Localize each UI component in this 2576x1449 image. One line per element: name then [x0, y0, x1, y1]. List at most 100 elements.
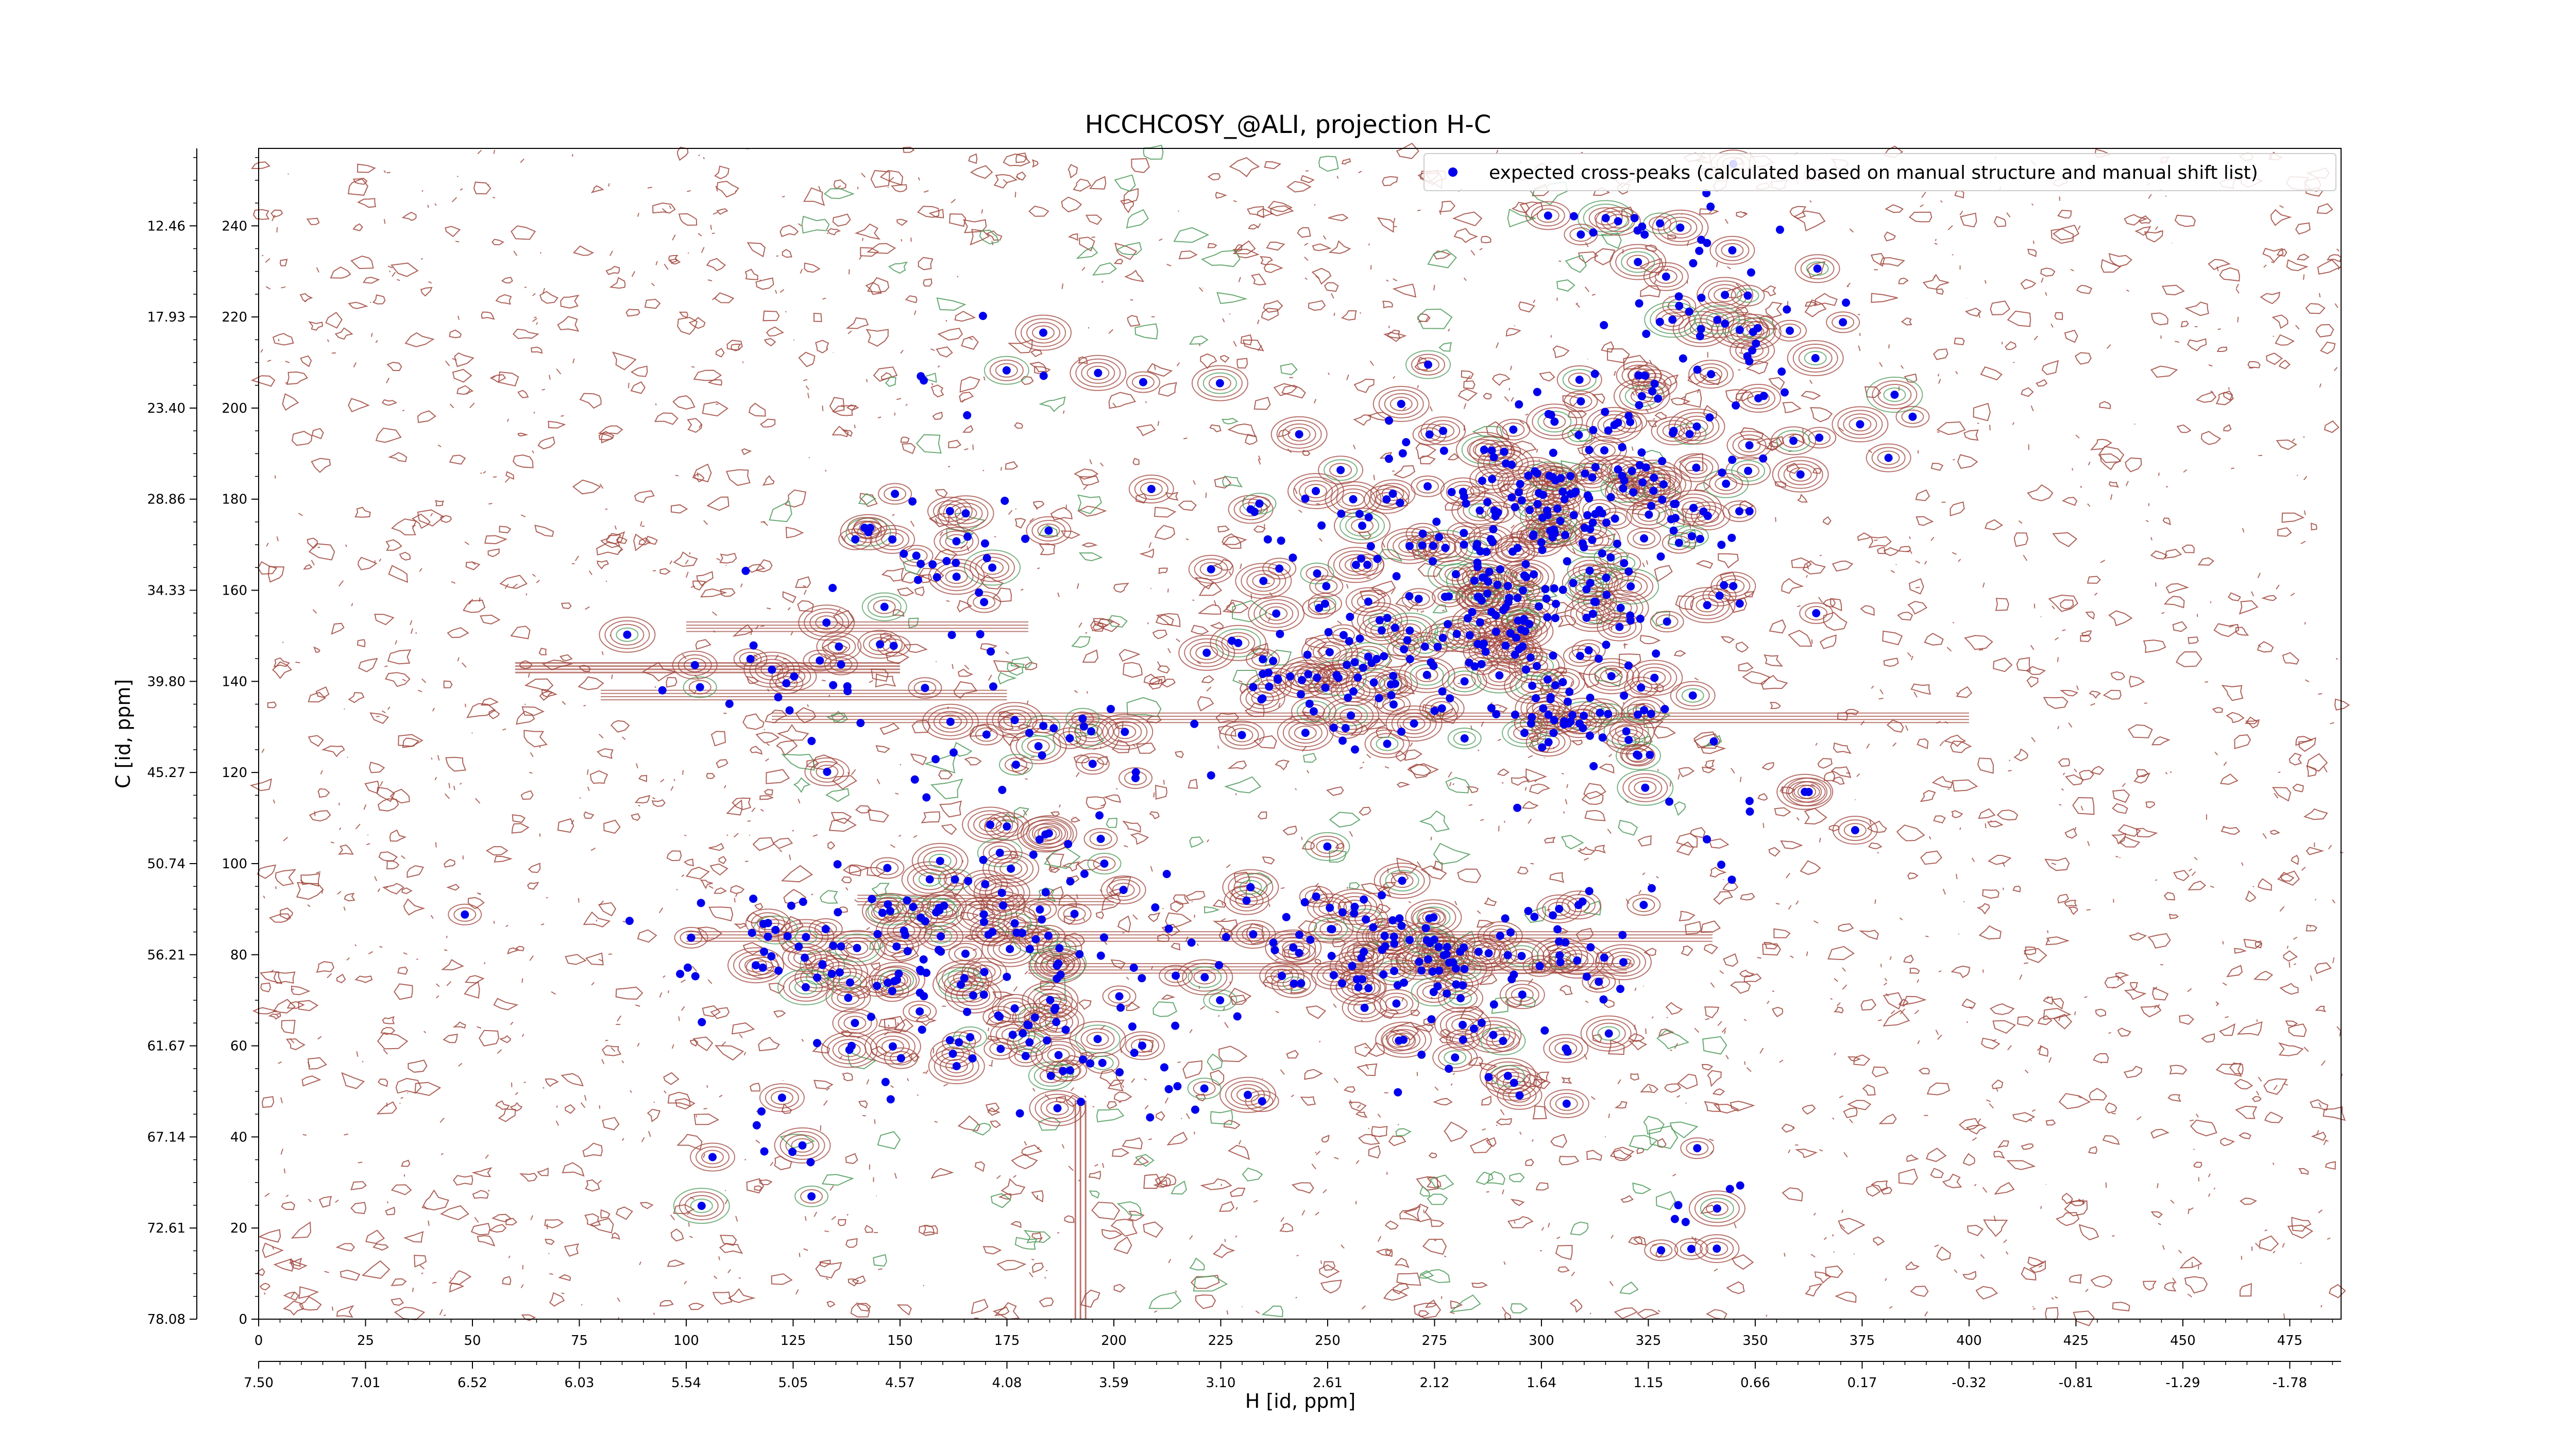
expected-cross-peak	[1383, 739, 1392, 748]
noise-contour	[1295, 788, 1297, 790]
noise-contour	[803, 187, 825, 206]
noise-contour	[1156, 613, 1181, 628]
noise-contour	[755, 277, 774, 290]
noise-contour	[1625, 898, 1630, 904]
noise-contour	[990, 1120, 1002, 1128]
noise-contour	[1744, 1061, 1746, 1065]
noise-contour	[1739, 777, 1742, 782]
noise-contour	[1117, 915, 1131, 933]
noise-contour	[2027, 1256, 2045, 1267]
noise-contour	[714, 292, 735, 304]
noise-contour	[1913, 691, 1918, 698]
noise-contour	[542, 288, 546, 294]
noise-contour	[1883, 982, 1887, 986]
noise-contour	[1832, 776, 1845, 785]
negative-contour	[847, 1050, 877, 1070]
noise-contour	[383, 1049, 388, 1055]
noise-contour	[1233, 200, 1237, 203]
noise-contour	[1070, 1087, 1075, 1091]
noise-contour	[783, 889, 807, 905]
noise-contour	[401, 887, 413, 895]
noise-contour	[1739, 427, 1764, 441]
noise-contour	[1613, 1149, 1632, 1161]
noise-contour	[2170, 771, 2172, 773]
noise-contour	[681, 979, 686, 983]
peak-contour	[1270, 933, 1316, 962]
expected-cross-peak	[1350, 658, 1359, 667]
noise-contour	[2335, 658, 2338, 660]
noise-contour	[1122, 1137, 1143, 1150]
noise-contour	[713, 1275, 718, 1279]
noise-contour	[1257, 811, 1267, 820]
noise-contour	[406, 865, 424, 878]
noise-contour	[798, 223, 802, 227]
peak-contour	[1706, 312, 1729, 327]
peak-contour	[1046, 1101, 1069, 1116]
noise-contour	[2130, 982, 2139, 990]
negative-contour	[936, 297, 967, 311]
noise-contour	[1403, 407, 1406, 411]
noise-contour	[458, 1063, 463, 1067]
peak-contour	[1447, 728, 1482, 749]
expected-cross-peak	[1487, 704, 1496, 713]
peak-contour	[989, 1041, 1012, 1056]
noise-contour	[1709, 1138, 1714, 1141]
noise-contour	[1795, 1149, 1818, 1158]
noise-contour	[1062, 410, 1065, 414]
peak-contour	[1700, 367, 1723, 382]
noise-contour	[845, 1153, 858, 1164]
noise-contour	[697, 926, 723, 942]
noise-contour	[714, 887, 727, 894]
noise-contour	[659, 568, 671, 575]
negative-contour	[1619, 1281, 1639, 1295]
noise-contour	[1773, 928, 1791, 938]
expected-cross-peak	[1552, 599, 1560, 608]
noise-contour	[1910, 683, 1931, 695]
noise-contour	[1253, 1200, 1258, 1203]
noise-contour	[1253, 525, 1266, 533]
noise-contour	[517, 390, 529, 398]
noise-contour	[2020, 279, 2037, 290]
noise-contour	[708, 885, 714, 889]
noise-contour	[1301, 840, 1315, 850]
noise-contour	[723, 785, 726, 789]
noise-contour	[905, 295, 918, 304]
peak-contour	[928, 853, 952, 868]
noise-contour	[368, 951, 374, 955]
noise-contour	[498, 371, 519, 386]
noise-contour	[2189, 1207, 2194, 1211]
expected-cross-peak	[1477, 660, 1486, 668]
noise-contour	[669, 258, 681, 265]
noise-contour	[1578, 251, 1599, 264]
peak-contour	[1401, 588, 1436, 610]
noise-contour	[609, 250, 613, 256]
noise-contour	[2318, 293, 2321, 298]
expected-cross-peak	[1637, 448, 1646, 457]
expected-cross-peak	[1530, 913, 1539, 921]
noise-contour	[1207, 243, 1217, 248]
noise-contour	[369, 762, 385, 773]
noise-contour	[1428, 1152, 1437, 1158]
noise-contour	[1942, 888, 1946, 895]
noise-contour	[2029, 1260, 2046, 1273]
noise-contour	[659, 1300, 674, 1307]
noise-contour	[703, 1108, 707, 1109]
noise-contour	[1768, 377, 1785, 391]
peak-contour	[1080, 1028, 1115, 1050]
expected-cross-peak	[1533, 662, 1541, 670]
noise-contour	[1146, 363, 1173, 377]
noise-contour	[597, 748, 614, 760]
noise-contour	[420, 287, 433, 297]
noise-contour	[1450, 1311, 1455, 1315]
noise-contour	[1315, 1211, 1319, 1216]
noise-contour	[1827, 946, 1855, 961]
noise-contour	[1136, 424, 1156, 436]
noise-contour	[1653, 418, 1655, 420]
noise-contour	[1933, 348, 1948, 360]
noise-contour	[2290, 593, 2295, 597]
noise-contour	[2161, 612, 2165, 614]
noise-contour	[2068, 722, 2073, 728]
noise-contour	[280, 1097, 283, 1104]
peak-contour	[771, 662, 817, 691]
noise-contour	[1643, 948, 1657, 956]
